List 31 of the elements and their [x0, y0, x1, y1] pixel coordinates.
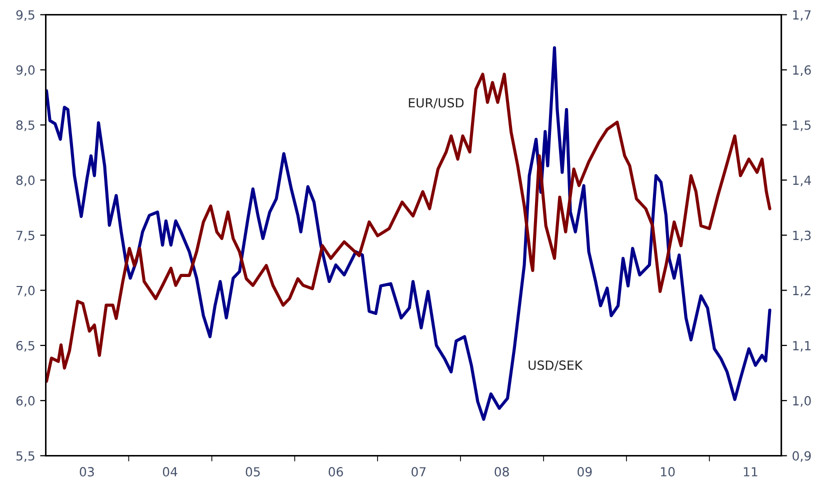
y-tick-label: 5,5: [16, 451, 34, 462]
x-tick-label: 06: [328, 467, 343, 476]
y-tick-label: 9,0: [16, 65, 35, 76]
x-tick-label: 09: [578, 467, 592, 476]
y2-tick-label: 1,2: [793, 286, 810, 297]
x-tick-label: 11: [744, 467, 758, 476]
y2-tick-label: 1,4: [793, 176, 811, 186]
y-tick-label: 7,5: [16, 230, 34, 242]
y-tick-label: 6,0: [16, 396, 35, 407]
y2-tick-label: 1,5: [793, 120, 811, 132]
y2-tick-label: 0,9: [792, 451, 811, 462]
y-tick-label: 9,5: [16, 10, 34, 21]
x-tick-label: 07: [412, 467, 426, 476]
line-series: [46, 72, 772, 383]
x-tick-label: 10: [661, 467, 675, 476]
y2-tick-label: 1,3: [793, 230, 811, 242]
y-tick-label: 7,0: [16, 286, 35, 297]
x-tick-label: 08: [494, 467, 509, 476]
y2-tick-label: 1,1: [793, 341, 810, 352]
line-series: [46, 46, 772, 421]
x-tick-label: 03: [80, 467, 94, 476]
y-tick-label: 8,5: [16, 120, 34, 132]
y2-tick-label: 1,0: [793, 396, 811, 407]
y-tick-label: 8,0: [16, 176, 35, 186]
y2-tick-label: 1,6: [793, 65, 811, 76]
y2-tick-label: 1,7: [793, 10, 811, 21]
series-label: USD/SEK: [528, 360, 583, 371]
x-tick-label: 04: [162, 467, 178, 476]
y-tick-label: 6,5: [16, 340, 34, 352]
x-tick-label: 05: [246, 467, 260, 476]
series-label: EUR/USD: [408, 98, 464, 108]
